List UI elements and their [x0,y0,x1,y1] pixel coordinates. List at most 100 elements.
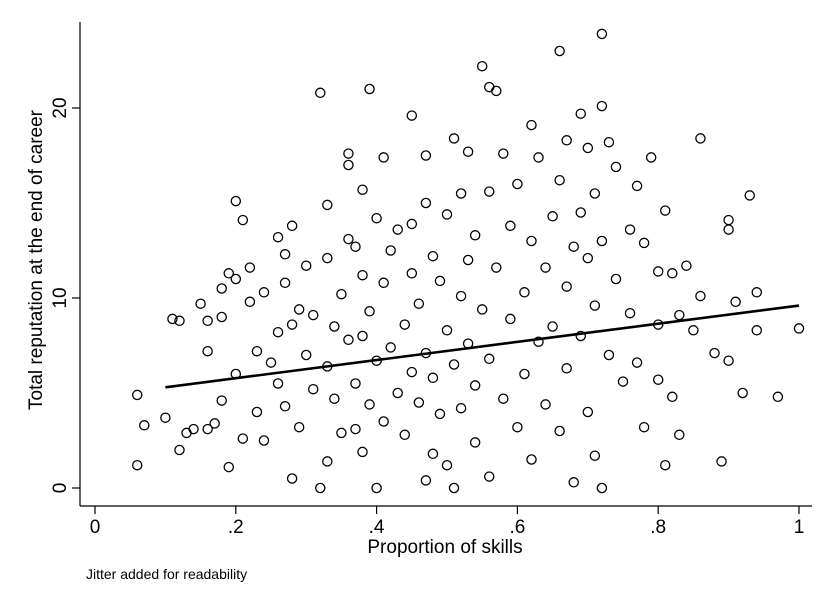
scatter-point [131,389,143,401]
scatter-point [772,391,784,403]
scatter-point [469,437,481,448]
scatter-point [589,188,601,199]
scatter-point [476,304,488,315]
scatter-point [279,401,291,412]
scatter-point [265,357,277,368]
scatter-point [230,273,242,285]
scatter-point [300,260,312,271]
scatter-point [427,250,439,262]
scatter-point [399,429,411,441]
scatter-point [596,235,608,247]
scatter-point [512,421,523,433]
scatter-point [307,309,319,321]
scatter-point [568,241,579,252]
scatter-point [462,146,474,157]
scatter-point [498,393,509,404]
scatter-point [652,266,664,277]
scatter-point [659,205,671,216]
scatter-point [638,237,650,249]
scatter-point [512,178,523,190]
scatter-point [441,459,453,471]
scatter-point [167,313,178,325]
scatter-point [603,349,615,361]
scatter-point [216,311,227,323]
scatter-point [491,262,502,273]
scatter-point [744,190,755,201]
scatter-point [483,186,495,197]
x-tick-label: 0 [90,517,101,538]
scatter-point [589,450,601,461]
scatter-point [624,224,636,235]
scatter-point [533,336,544,347]
scatter-point [420,475,432,486]
scatter-point [223,461,235,473]
scatter-point [406,218,418,230]
scatter-point [505,220,516,232]
scatter-point [251,406,263,418]
scatter-point [329,321,340,332]
scatter-point [322,252,333,264]
scatter-point [603,136,615,148]
scatter-point [448,359,460,370]
scatter-point [505,313,516,325]
scatter-point [357,330,368,342]
scatter-point [216,395,227,406]
scatter-point [533,152,544,163]
scatter-point [582,406,594,418]
scatter-point [272,231,284,243]
fit-line-group [165,304,800,389]
scatter-point [610,161,622,173]
scatter-point [343,148,354,159]
scatter-points [131,28,805,494]
scatter-point [406,110,418,121]
scatter-point [526,119,537,131]
scatter-point [315,87,326,99]
scatter-point [237,214,249,226]
scatter-point [645,152,657,163]
scatter-point [188,423,199,435]
scatter-point [195,298,206,309]
scatter-point [596,482,608,494]
scatter-point [723,214,734,226]
scatter-point [540,262,551,273]
scatter-point [547,211,558,222]
scatter-point [322,199,333,211]
scatter-point [364,306,375,317]
scatter-point [258,435,270,446]
scatter-point [526,454,537,465]
scatter-point [476,60,488,72]
scatter-point [329,393,340,404]
scatter-point [385,342,396,353]
scatter-point [561,281,572,292]
scatter-point [441,209,453,220]
scatter-point [448,482,460,494]
scatter-point [737,387,748,399]
y-tick-label: 0 [50,483,71,494]
scatter-point [392,224,403,235]
scatter-point [160,412,171,423]
scatter-point [406,366,418,378]
scatter-point [350,241,361,252]
scatter-point [434,275,446,287]
scatter-point [272,378,284,389]
scatter-point [519,368,530,380]
scatter-point [293,304,305,315]
scatter-point [491,85,502,97]
scatter-point [434,408,446,420]
scatter-point [575,330,587,342]
scatter-point [526,235,537,247]
scatter-point [174,315,185,327]
scatter-point [427,372,439,384]
scatter-point [293,421,305,433]
scatter-point [568,477,579,488]
scatter-point [139,420,150,431]
scatter-point [378,277,389,289]
scatter-point [561,363,572,374]
scatter-point [709,347,720,359]
scatter-point [793,323,805,334]
scatter-point [307,383,319,395]
x-tick-label: .8 [650,517,666,538]
scatter-point [498,148,509,159]
